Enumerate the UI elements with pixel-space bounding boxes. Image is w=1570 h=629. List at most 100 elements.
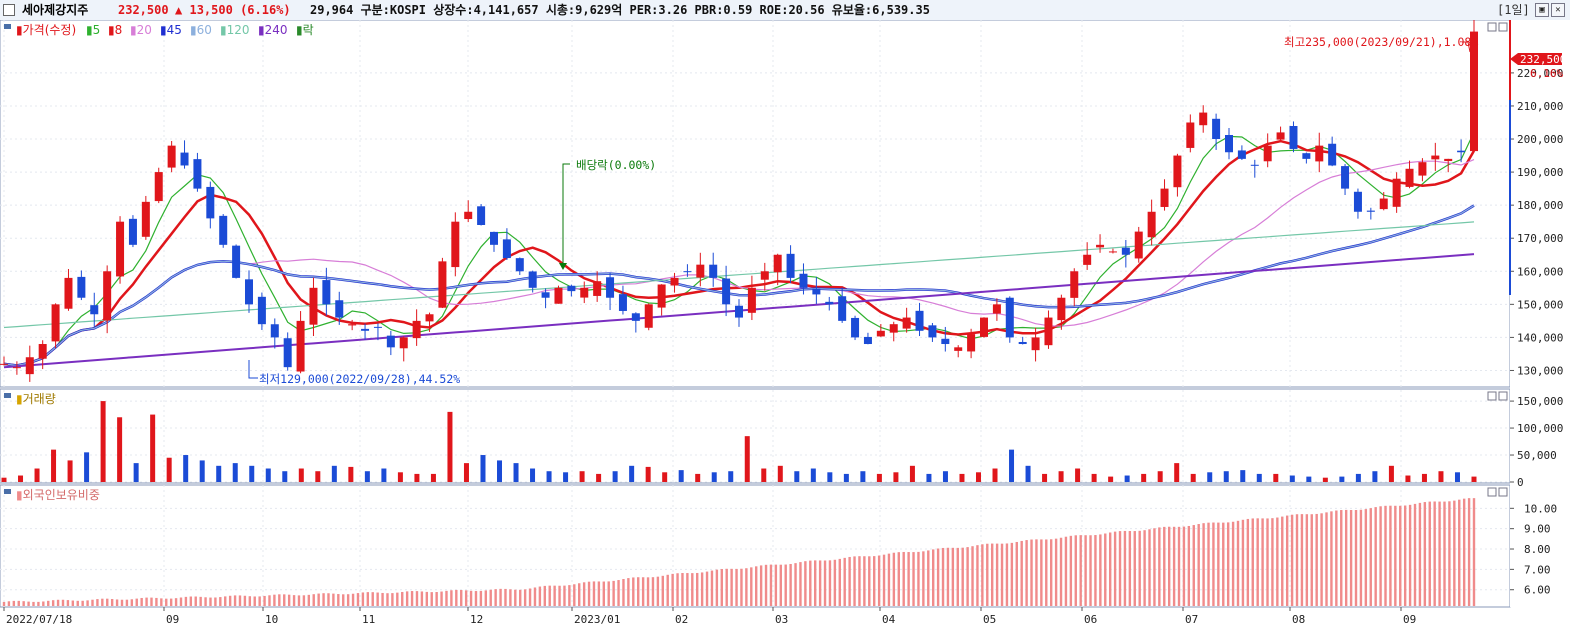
candle-body bbox=[51, 304, 60, 342]
candle-body bbox=[1353, 191, 1362, 212]
volume-bar bbox=[843, 473, 849, 482]
svg-text:▮거래량: ▮거래량 bbox=[16, 392, 56, 406]
volume-panel[interactable] bbox=[0, 388, 1511, 484]
foreign-bar bbox=[145, 597, 148, 606]
foreign-bar bbox=[828, 560, 832, 606]
stock-chart[interactable]: ▮가격(수정) ▮5 ▮8 ▮20 ▮45 ▮60 ▮120 ▮240 ▮락 220,0002… bbox=[0, 20, 1570, 629]
volume-bar bbox=[84, 452, 90, 482]
current-price-tag-label: 232,500 bbox=[1520, 53, 1566, 66]
candle-body bbox=[786, 253, 795, 278]
candle-body bbox=[747, 287, 756, 313]
foreign-bar bbox=[351, 593, 355, 606]
panel-close-icon[interactable] bbox=[1498, 391, 1508, 401]
volume-bar bbox=[1124, 475, 1130, 482]
volume-bar bbox=[216, 465, 222, 482]
panel-min-icon[interactable] bbox=[1487, 391, 1497, 401]
volume-bar bbox=[876, 473, 882, 482]
high-arrow-icon bbox=[1462, 41, 1471, 53]
panel-close-icon[interactable] bbox=[1498, 487, 1508, 497]
volume-bar bbox=[1421, 473, 1427, 482]
panel-min-icon[interactable] bbox=[1487, 487, 1497, 497]
candle-body bbox=[1379, 198, 1388, 210]
price-tick-label: 190,000 bbox=[1517, 166, 1563, 179]
price-tick-label: 140,000 bbox=[1517, 331, 1563, 344]
foreign-bar bbox=[523, 589, 527, 606]
foreign-bar bbox=[1133, 531, 1136, 606]
period-selector[interactable]: [1일] bbox=[1497, 3, 1530, 17]
foreign-ownership-bars bbox=[2, 498, 1476, 606]
volume-bar bbox=[34, 468, 40, 482]
foreign-bar bbox=[863, 556, 866, 606]
candle-body bbox=[863, 336, 872, 345]
foreign-bar bbox=[258, 596, 261, 606]
price-axis-area bbox=[1510, 20, 1570, 607]
price-panel[interactable] bbox=[0, 20, 1511, 388]
candle-body bbox=[954, 347, 963, 351]
foreign-bar bbox=[253, 596, 256, 606]
foreign-bar bbox=[1118, 531, 1122, 606]
volume-bar bbox=[678, 470, 684, 482]
foreign-bar bbox=[263, 595, 266, 606]
foreign-bar bbox=[666, 574, 669, 606]
foreign-panel[interactable] bbox=[0, 484, 1511, 608]
volume-bar bbox=[1339, 476, 1345, 482]
volume-bar bbox=[794, 471, 800, 482]
foreign-bar bbox=[425, 591, 429, 606]
date-tick-label: 05 bbox=[983, 613, 996, 626]
volume-bar bbox=[612, 471, 618, 482]
foreign-bar bbox=[1025, 540, 1028, 606]
foreign-bar bbox=[1369, 508, 1372, 606]
panel-handle-icon[interactable] bbox=[4, 24, 11, 29]
volume-bar bbox=[992, 468, 998, 482]
candle-body bbox=[1237, 150, 1246, 159]
panel-handle-icon[interactable] bbox=[4, 489, 11, 494]
foreign-bar bbox=[946, 547, 950, 606]
volume-tick-label: 100,000 bbox=[1517, 422, 1563, 435]
foreign-bar bbox=[1177, 526, 1181, 606]
foreign-bar bbox=[224, 596, 227, 606]
foreign-bar bbox=[1359, 509, 1363, 606]
foreign-bar bbox=[1222, 522, 1225, 606]
candle-body bbox=[1083, 254, 1092, 265]
foreign-bar bbox=[1020, 540, 1023, 606]
panel-handle-icon[interactable] bbox=[4, 393, 11, 398]
volume-bar bbox=[315, 471, 321, 482]
volume-bar bbox=[447, 411, 453, 482]
close-icon[interactable]: ✕ bbox=[1551, 3, 1565, 17]
candle-body bbox=[464, 211, 473, 220]
foreign-bar bbox=[155, 597, 158, 606]
panel-min-icon[interactable] bbox=[1487, 22, 1497, 32]
foreign-bar bbox=[976, 545, 979, 606]
foreign-bar bbox=[1271, 518, 1274, 606]
select-checkbox[interactable] bbox=[3, 4, 15, 16]
foreign-bar bbox=[533, 587, 537, 606]
foreign-bar bbox=[32, 601, 35, 606]
foreign-bar bbox=[1197, 524, 1200, 606]
foreign-bar bbox=[381, 592, 384, 606]
dividend-arrow-icon bbox=[562, 163, 570, 267]
minimize-icon[interactable]: ▣ bbox=[1535, 3, 1549, 17]
volume-bar bbox=[1075, 468, 1081, 482]
foreign-bar bbox=[745, 568, 748, 606]
foreign-bar bbox=[371, 592, 374, 606]
stock-name[interactable]: 세아제강지주 bbox=[22, 3, 89, 17]
foreign-bar bbox=[740, 568, 743, 606]
foreign-bar bbox=[214, 597, 217, 606]
foreign-bar bbox=[656, 576, 660, 606]
panel-close-icon[interactable] bbox=[1498, 22, 1508, 32]
foreign-bar bbox=[86, 600, 89, 606]
foreign-bar bbox=[199, 596, 202, 606]
volume-bar bbox=[1388, 465, 1394, 482]
stock-header: 세아제강지주 232,500 ▲ 13,500 (6.16%) 29,964 구… bbox=[0, 0, 1570, 21]
foreign-bar bbox=[907, 552, 910, 606]
foreign-bar bbox=[641, 577, 645, 606]
volume-bars bbox=[1, 401, 1477, 482]
foreign-bar bbox=[1143, 530, 1146, 606]
foreign-bar bbox=[686, 573, 689, 606]
legend-price-label: 가격(수정) bbox=[23, 23, 77, 37]
foreign-bar bbox=[582, 582, 586, 606]
foreign-bar bbox=[927, 550, 930, 606]
candle-body bbox=[773, 254, 782, 273]
candle-body bbox=[992, 304, 1001, 314]
volume-bar bbox=[1157, 471, 1163, 482]
